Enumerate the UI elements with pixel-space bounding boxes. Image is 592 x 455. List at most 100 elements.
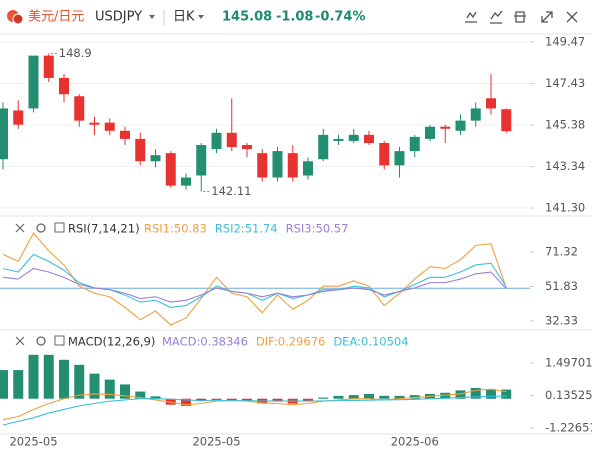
candle-body [181, 177, 191, 186]
macd-bar [409, 395, 420, 399]
candle-body [425, 126, 435, 139]
close-icon[interactable] [15, 223, 25, 233]
candle-body [28, 55, 39, 109]
panel-title: MACD(12,26,9) [68, 335, 155, 349]
candle-body [120, 130, 130, 139]
macd-bar [211, 398, 222, 400]
close-icon[interactable] [15, 336, 25, 346]
macd-bar [181, 398, 191, 406]
dropdown-arrow[interactable] [198, 15, 204, 19]
candle-body [394, 151, 405, 166]
candle-body [13, 110, 24, 125]
macd-bar [74, 364, 85, 399]
legend-value: 51.74 [245, 222, 278, 236]
candle-body [409, 136, 420, 152]
macd-bar [394, 395, 405, 399]
max-label: 148.9 [59, 46, 92, 60]
x-tick-label: 2025-05 [9, 435, 57, 449]
settings-icon[interactable] [36, 223, 46, 233]
close-icon[interactable] [566, 11, 578, 23]
y-tick-label: 149.47 [545, 35, 585, 49]
fullscreen-icon[interactable] [541, 11, 553, 23]
series-line [2, 395, 507, 426]
settings-icon[interactable] [36, 336, 46, 346]
candle-body [440, 126, 451, 129]
change: -1.08 [276, 10, 313, 25]
candle-body [74, 96, 85, 121]
dropdown-arrow[interactable] [149, 15, 155, 19]
draw-icon[interactable] [490, 10, 503, 24]
macd-bar [303, 398, 313, 402]
macd-legend: MACD(12,26,9) MACD: 0.38346 DIF: 0.29676 DEA… [15, 335, 409, 349]
toggle-icon[interactable] [54, 222, 65, 233]
macd-bar [318, 397, 329, 399]
change-percent: -0.74% [315, 10, 366, 25]
x-tick-label: 2025-05 [192, 435, 240, 449]
macd-bar [272, 398, 283, 402]
macd-bar [43, 354, 54, 399]
candle-body [486, 98, 496, 109]
candle-body [455, 120, 466, 131]
legend-value: 50.83 [174, 222, 207, 236]
macd-bar [440, 392, 451, 399]
candle-body [150, 155, 161, 162]
y-tick-label: 143.34 [545, 159, 585, 173]
macd-bar [104, 379, 115, 399]
series-line [2, 253, 507, 308]
macd-bar [59, 359, 69, 399]
macd-bar [242, 398, 252, 402]
candle-body [333, 138, 344, 141]
y-tick-label: 145.38 [545, 118, 585, 132]
candle-body [59, 77, 69, 95]
y-tick-label: 147.43 [545, 76, 585, 90]
y-tick-label: -1.22651 [545, 420, 592, 434]
candle-body [379, 142, 390, 166]
candle-body [287, 153, 298, 178]
y-tick-label: 32.33 [545, 313, 578, 327]
compare-icon[interactable] [514, 11, 526, 23]
min-label: 142.11 [211, 184, 251, 198]
candle-body [196, 145, 207, 176]
legend-name: DIF: [256, 335, 278, 349]
macd-bar [379, 395, 390, 399]
series-line [2, 388, 507, 421]
candle-body [0, 108, 8, 160]
candle-body [226, 132, 237, 148]
header: 美元/日元 USDJPY 日K 145.08 -1.08 -0.74% [0, 9, 592, 35]
y-tick-label: 51.83 [545, 279, 578, 293]
candle-body [348, 134, 359, 141]
candle-body [318, 134, 329, 160]
macd-bar [13, 370, 24, 399]
legend-value: 50.57 [316, 222, 349, 236]
symbol[interactable]: USDJPY [95, 10, 142, 25]
legend-value: 0.29676 [278, 335, 326, 349]
indicator-icon[interactable] [465, 11, 477, 23]
y-tick-label: 71.32 [545, 245, 578, 259]
legend-name: MACD: [162, 335, 200, 349]
pair-name: 美元/日元 [28, 10, 84, 25]
panel-title: RSI(7,14,21) [68, 222, 140, 236]
candle-body [364, 134, 374, 143]
legend-name: RSI3: [286, 222, 316, 236]
rsi-legend: RSI(7,14,21) RSI1: 50.83 RSI2: 51.74 RSI3: 50… [15, 222, 349, 236]
macd-bar [470, 387, 481, 399]
macd-bar [333, 395, 344, 399]
series-line [2, 232, 507, 326]
period[interactable]: 日K [173, 10, 195, 25]
candle-body [242, 145, 252, 150]
candle-body [303, 161, 313, 176]
candle-body [89, 122, 100, 125]
macd-bar [455, 390, 466, 399]
macd-bar [165, 398, 176, 405]
legend-value: 0.10504 [361, 335, 409, 349]
x-tick-label: 2025-06 [391, 435, 439, 449]
macd-bar [348, 395, 359, 399]
toggle-icon[interactable] [54, 335, 65, 346]
macd-bar [226, 398, 237, 401]
macd-bar [486, 389, 496, 399]
macd-bar [364, 393, 374, 399]
axes: 141.30 143.34 145.38 147.43 149.47 2025-05 202… [9, 35, 592, 449]
candle-body [470, 108, 481, 121]
candle-body [43, 55, 54, 78]
